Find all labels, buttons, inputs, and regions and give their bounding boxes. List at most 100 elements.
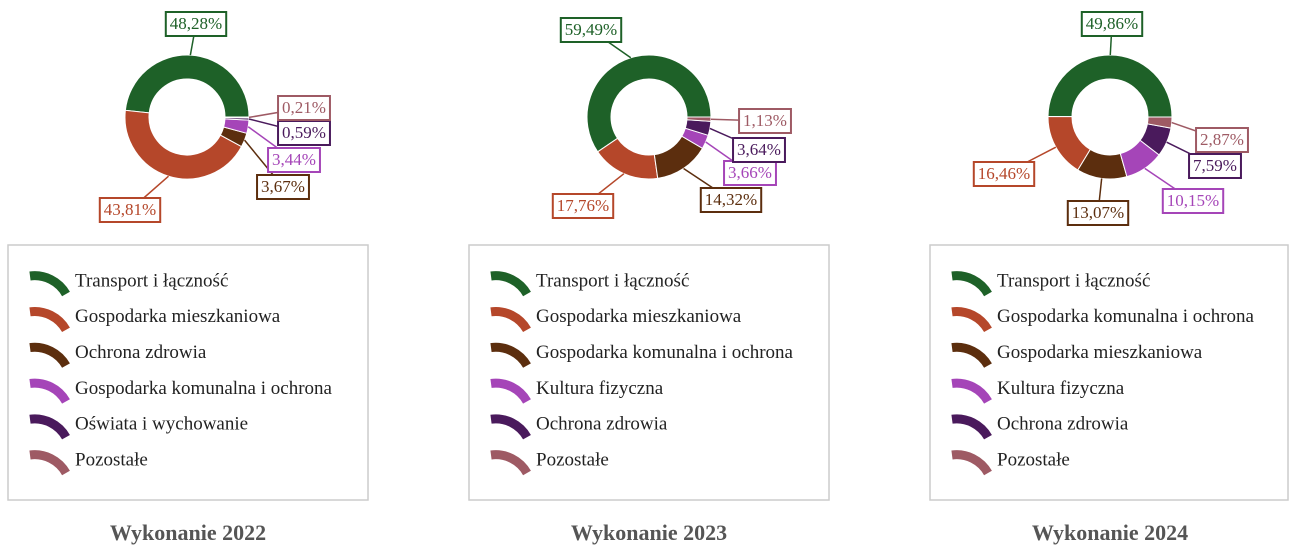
legend-label: Transport i łączność	[536, 270, 689, 291]
legend-label: Transport i łączność	[997, 270, 1150, 291]
legend-label: Pozostałe	[75, 449, 148, 470]
data-label: 3,64%	[732, 137, 786, 163]
label-text: 3,44%	[272, 150, 316, 169]
label-box	[256, 174, 310, 200]
label-text: 16,46%	[978, 164, 1030, 183]
donut-slice	[1146, 116, 1173, 129]
data-label: 0,59%	[277, 120, 331, 146]
label-box	[1161, 188, 1225, 214]
label-text: 2,87%	[1200, 130, 1244, 149]
legend-box	[468, 244, 830, 501]
label-box	[972, 161, 1036, 187]
legend-swatch	[490, 271, 531, 297]
label-box	[164, 11, 228, 37]
legend-label: Pozostałe	[997, 449, 1070, 470]
label-box	[267, 147, 321, 173]
label-text: 43,81%	[104, 200, 156, 219]
legend-swatch	[29, 378, 70, 404]
label-text: 1,13%	[743, 111, 787, 130]
legend-box	[7, 244, 369, 501]
label-box	[1195, 127, 1249, 153]
label-box	[277, 120, 331, 146]
legend-swatch	[490, 378, 531, 404]
legend-swatch	[29, 271, 70, 297]
data-label: 13,07%	[1066, 200, 1130, 226]
label-box	[98, 197, 162, 223]
legend-swatch	[951, 414, 992, 440]
legend-label: Transport i łączność	[75, 270, 228, 291]
chart-title: Wykonanie 2022	[110, 520, 266, 545]
donut-slice	[124, 109, 243, 180]
legend-swatch	[29, 307, 70, 333]
legend-label: Kultura fizyczna	[997, 378, 1125, 399]
data-label: 0,21%	[277, 95, 331, 121]
label-text: 0,59%	[282, 123, 326, 142]
label-box	[277, 95, 331, 121]
legend-swatch	[951, 342, 992, 369]
label-box	[1080, 11, 1144, 37]
label-text: 0,21%	[282, 98, 326, 117]
legend-label: Kultura fizyczna	[536, 378, 664, 399]
chart-title: Wykonanie 2023	[571, 520, 727, 545]
legend-swatch	[490, 342, 531, 369]
label-text: 14,32%	[705, 190, 757, 209]
label-box	[551, 193, 615, 219]
label-text: 59,49%	[565, 20, 617, 39]
chart-title: Wykonanie 2024	[1032, 520, 1188, 545]
data-label: 17,76%	[551, 193, 615, 219]
legend-swatch	[951, 307, 992, 333]
data-label: 16,46%	[972, 161, 1036, 187]
data-label: 10,15%	[1161, 188, 1225, 214]
label-text: 3,67%	[261, 177, 305, 196]
label-text: 10,15%	[1167, 191, 1219, 210]
legend-label: Oświata i wychowanie	[75, 414, 248, 435]
label-box	[559, 17, 623, 43]
label-text: 13,07%	[1072, 203, 1124, 222]
legend-swatch	[951, 378, 992, 404]
label-text: 17,76%	[557, 196, 609, 215]
donut-slice	[686, 116, 712, 122]
data-label: 48,28%	[164, 11, 228, 37]
data-label: 3,44%	[267, 147, 321, 173]
label-text: 49,86%	[1086, 14, 1138, 33]
legend-label: Gospodarka mieszkaniowa	[997, 342, 1203, 363]
data-label: 1,13%	[738, 108, 792, 134]
legend-label: Gospodarka mieszkaniowa	[75, 306, 281, 327]
data-label: 3,66%	[723, 160, 777, 186]
legend-swatch	[490, 450, 531, 476]
donut-slice	[124, 54, 250, 118]
data-label: 3,67%	[256, 174, 310, 200]
label-box	[1188, 153, 1242, 179]
legend-label: Ochrona zdrowia	[75, 342, 207, 363]
legend-label: Ochrona zdrowia	[997, 414, 1129, 435]
data-label: 2,87%	[1195, 127, 1249, 153]
donut-slice	[586, 54, 712, 153]
label-box	[738, 108, 792, 134]
donut-slice	[1047, 54, 1173, 118]
legend-swatch	[951, 271, 992, 297]
label-text: 7,59%	[1193, 156, 1237, 175]
legend-box	[929, 244, 1289, 501]
data-label: 49,86%	[1080, 11, 1144, 37]
data-label: 14,32%	[699, 187, 763, 213]
label-text: 3,64%	[737, 140, 781, 159]
label-text: 48,28%	[170, 14, 222, 33]
donut-slice	[224, 116, 250, 119]
legend-swatch	[29, 414, 70, 440]
legend-label: Gospodarka komunalna i ochrona	[536, 342, 794, 363]
label-box	[1066, 200, 1130, 226]
legend-swatch	[490, 307, 531, 333]
data-label: 59,49%	[559, 17, 623, 43]
legend-label: Gospodarka komunalna i ochrona	[997, 306, 1255, 327]
legend-swatch	[951, 450, 992, 476]
data-label: 43,81%	[98, 197, 162, 223]
legend-label: Gospodarka komunalna i ochrona	[75, 378, 333, 399]
legend-swatch	[490, 414, 531, 440]
label-text: 3,66%	[728, 163, 772, 182]
label-box	[732, 137, 786, 163]
data-label: 7,59%	[1188, 153, 1242, 179]
legend-label: Ochrona zdrowia	[536, 414, 668, 435]
label-box	[699, 187, 763, 213]
